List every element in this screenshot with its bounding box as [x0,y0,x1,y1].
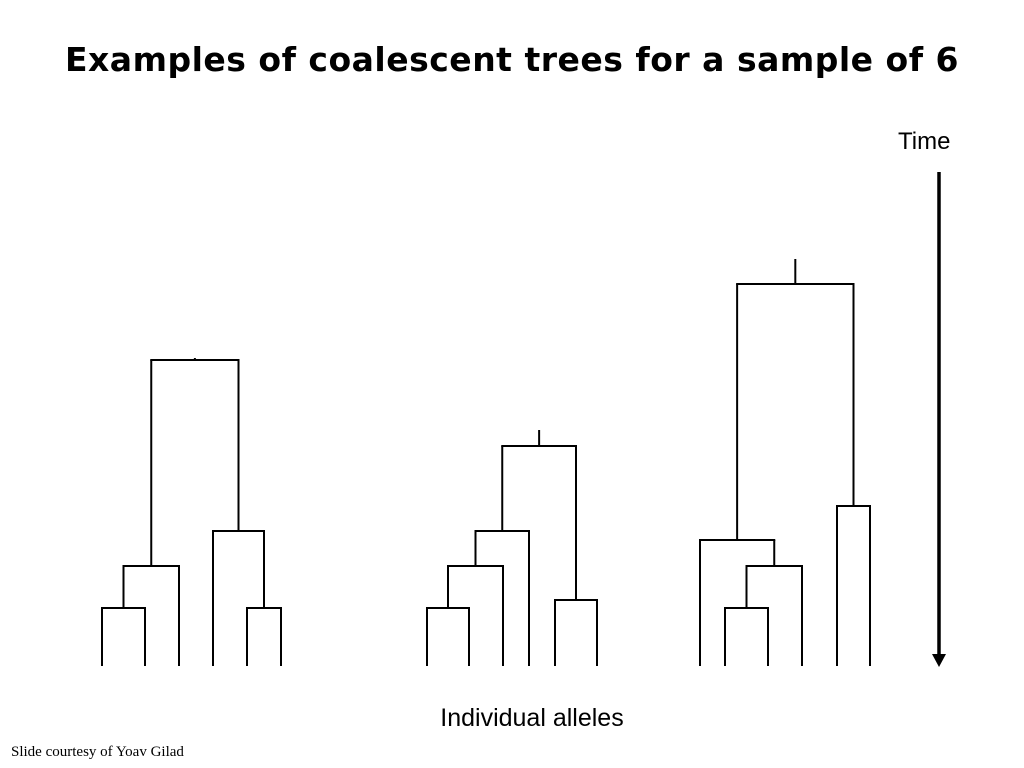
slide-credit: Slide courtesy of Yoav Gilad [11,744,184,760]
tree-3 [699,259,871,666]
time-arrow [932,172,946,667]
slide-title: Examples of coalescent trees for a sampl… [64,40,960,79]
tree-layer [101,259,871,666]
time-axis-label: Time [898,128,951,155]
tree-2 [426,430,598,666]
individual-alleles-label: Individual alleles [440,704,624,732]
tree-1 [101,358,282,666]
time-arrow-head [932,654,946,667]
